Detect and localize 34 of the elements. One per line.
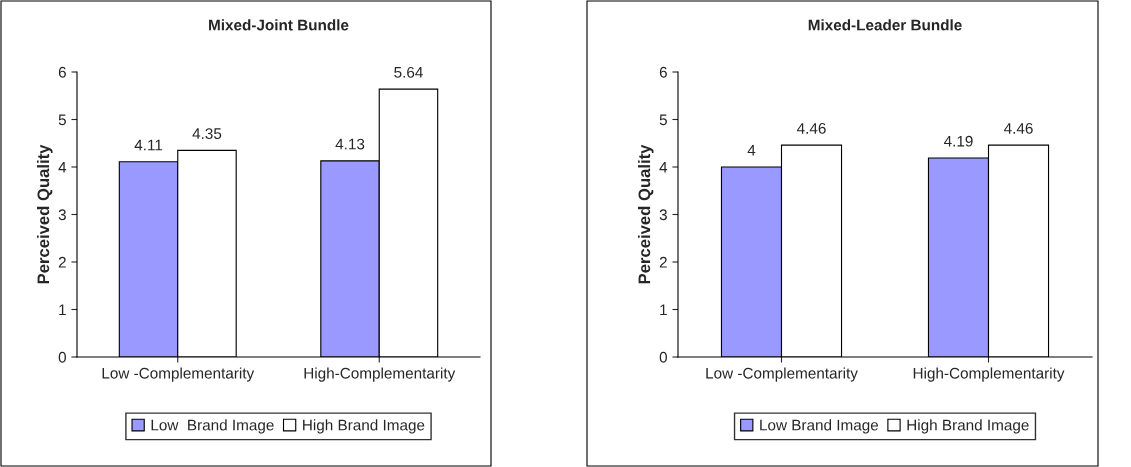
data-label: 4.46 [797, 122, 826, 134]
y-tick-label: 2 [659, 256, 667, 268]
data-label: 4.11 [134, 139, 163, 151]
data-label: 4.46 [1004, 122, 1033, 134]
x-tick-label: High-Complementarity [304, 367, 456, 382]
y-axis-title: Perceived Quality [37, 144, 53, 284]
y-tick-label: 4 [659, 162, 668, 173]
x-tick-label: High-Complementarity [913, 367, 1065, 382]
legend-label: Low Brand Image [151, 419, 274, 434]
y-axis-title: Perceived Quality [638, 144, 654, 284]
chart-title: Mixed-Joint Bundle [209, 19, 349, 31]
y-tick-label: 1 [660, 304, 667, 316]
data-label: 4.19 [943, 135, 973, 147]
x-tick-label: Low -Complementarity [102, 367, 255, 382]
data-label: 4.13 [335, 138, 365, 150]
y-tick-label: 6 [58, 66, 66, 78]
legend-label: High Brand Image [907, 419, 1029, 434]
y-tick-label: 0 [659, 351, 667, 363]
legend-label: High Brand Image [303, 419, 425, 434]
y-tick-label: 3 [58, 209, 66, 221]
data-label: 5.64 [394, 66, 423, 78]
y-tick-label: 6 [659, 66, 667, 78]
legend-label: Low Brand Image [760, 419, 879, 434]
y-tick-label: 5 [659, 114, 667, 126]
y-tick-label: 0 [58, 351, 66, 363]
y-tick-label: 3 [659, 209, 667, 221]
data-label: 4 [747, 144, 756, 156]
y-tick-label: 2 [58, 256, 66, 268]
y-tick-label: 5 [58, 114, 66, 126]
chart-title: Mixed-Leader Bundle [808, 19, 962, 31]
y-tick-label: 1 [59, 304, 66, 316]
y-tick-label: 4 [58, 162, 67, 173]
x-tick-label: Low -Complementarity [706, 367, 858, 382]
data-label: 4.35 [192, 128, 222, 140]
